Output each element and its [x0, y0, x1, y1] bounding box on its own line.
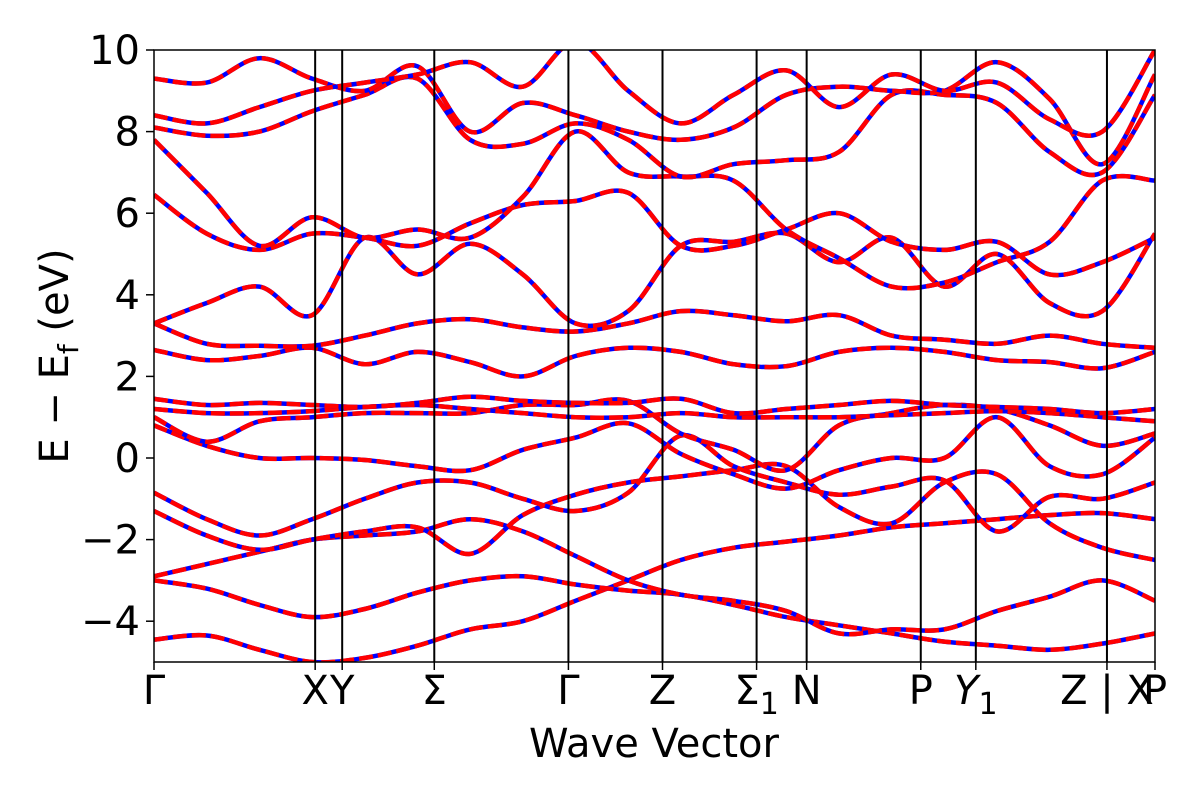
y-tick-label: −4 — [81, 599, 140, 645]
band-line-red-14 — [154, 74, 1155, 180]
y-tick-label: 4 — [115, 273, 140, 319]
x-tick-label: P — [1143, 668, 1167, 714]
x-tick-label: P — [909, 668, 933, 714]
band-line-red-11 — [154, 230, 1155, 329]
x-axis-ticks: Γ X Y Σ Γ Z Σ1 N P Y1 Z | XP — [143, 662, 1167, 722]
band-line-blue-1 — [154, 573, 1155, 653]
band-line-blue-10 — [154, 308, 1155, 351]
band-line-red-15 — [154, 55, 1155, 167]
band-line-blue-12 — [154, 188, 1155, 278]
band-line-red-4 — [154, 432, 1155, 538]
x-tick-label: Γ — [143, 668, 166, 714]
y-axis-ticks: −4 −2 0 2 4 6 8 10 — [81, 28, 154, 645]
band-line-blue-16 — [154, 50, 1155, 138]
band-line-red-13 — [154, 129, 1155, 291]
band-line-red-5 — [154, 414, 1155, 491]
x-tick-label: Σ1 — [734, 668, 778, 722]
y-tick-label: 10 — [89, 28, 140, 74]
band-line-red-0 — [154, 510, 1155, 662]
band-line-red-2 — [154, 516, 1155, 637]
band-lines — [154, 50, 1155, 662]
y-tick-label: −2 — [81, 518, 140, 564]
x-tick-label: Z | X — [1060, 668, 1154, 714]
band-line-red-8 — [154, 394, 1155, 416]
x-tick-label: N — [792, 668, 822, 714]
y-tick-label: 0 — [115, 436, 140, 482]
x-axis-title: Wave Vector — [529, 721, 780, 767]
x-tick-label: Z — [649, 668, 676, 714]
band-line-red-12 — [154, 188, 1155, 278]
band-line-red-9 — [154, 345, 1155, 379]
band-line-red-3 — [154, 461, 1155, 563]
x-tick-label: X — [301, 668, 328, 714]
y-tick-label: 6 — [115, 191, 140, 237]
x-tick-label: Y — [329, 668, 355, 714]
y-axis-title: E − Ef (eV) — [32, 248, 85, 463]
y-tick-label: 8 — [115, 110, 140, 156]
band-line-blue-9 — [154, 345, 1155, 379]
band-line-blue-13 — [154, 129, 1155, 291]
x-tick-label: Γ — [557, 668, 580, 714]
band-line-red-16 — [154, 50, 1155, 138]
y-tick-label: 2 — [115, 354, 140, 400]
x-tick-label: Y1 — [954, 668, 998, 722]
plot-frame — [153, 49, 1156, 663]
kpoint-divider-lines — [314, 50, 1108, 662]
x-tick-label: Σ — [422, 668, 447, 714]
band-line-red-7 — [154, 402, 1155, 424]
